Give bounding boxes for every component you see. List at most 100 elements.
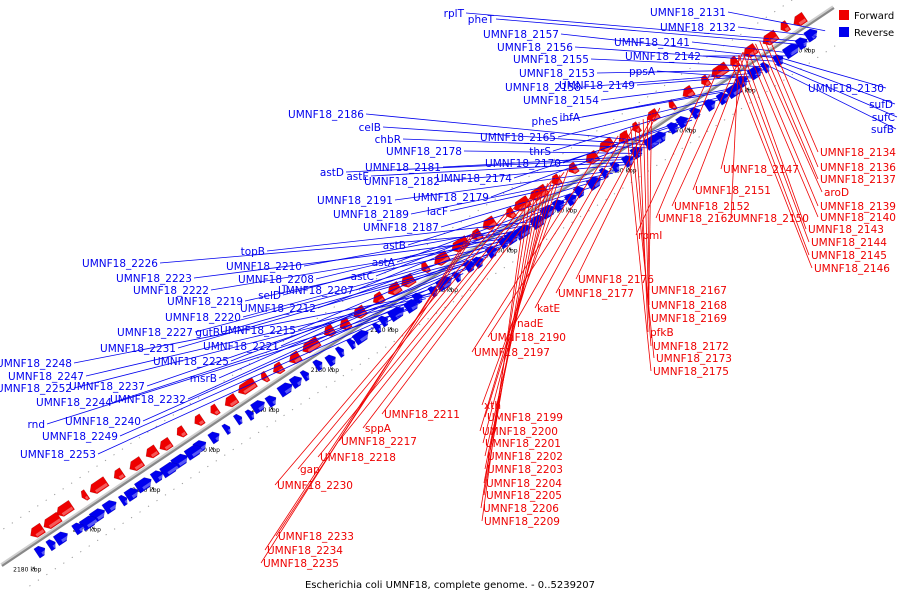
leader-line [581,86,743,118]
ruler-tick [508,247,512,252]
leader-line [775,63,898,118]
gene-label: UMNF18_2191 [317,195,393,207]
gene-label: astD [320,167,344,179]
gene-label: UMNF18_2140 [820,212,896,224]
leader-line [490,125,684,198]
leader-line [763,38,819,168]
leader-line [557,94,730,138]
gene-label: UMNF18_2177 [558,288,634,300]
gene-label: UMNF18_2190 [490,332,566,344]
leader-line [365,113,659,143]
gene-arrow-UMNF18_2233 [56,499,75,517]
leader-line [480,194,532,509]
gene-label: UMNF18_2203 [487,464,563,476]
leader-line [656,70,755,79]
gene-label: sufC [872,112,895,124]
leader-line [264,233,473,551]
ruler-label: 2140 kbp [251,407,279,414]
ruler-label: 2150 kbp [192,447,220,454]
ruler-label: 2180 kbp [13,567,41,574]
gene-label: UMNF18_2208 [238,274,314,286]
strand-legend: Forward Reverse [839,10,894,39]
gene-label: UMNF18_2147 [723,164,799,176]
leader-line [648,113,652,291]
gene-label: UMNF18_2175 [653,366,729,378]
gene-label: UMNF18_2244 [36,397,112,409]
gene-arrow-UMNF18_2209 [80,489,91,501]
leader-line [146,281,451,387]
gene-arrow-UMNF18_2235 [30,522,47,538]
gene-arrow-UMNF18_2204 [129,456,146,472]
gene-label: UMNF18_2209 [484,516,560,528]
ruler-tick [211,447,214,451]
gene-arrow-UMNF18_2234 [43,511,63,530]
gene-arrow-sufC [45,539,58,552]
gene-label: UMNF18_2176 [578,274,654,286]
gene-arrow-UMNF18_2231 [232,413,244,426]
leader-line [487,135,619,338]
gene-label: UMNF18_2210 [226,261,302,273]
gene-label: UMNF18_2130 [808,83,884,95]
leader-line [575,107,661,280]
gene-arrow-UMNF18_2206 [89,476,110,494]
gene-arrow-pheT [794,37,809,51]
leader-line [275,230,478,537]
ruler-tick [806,47,810,52]
gene-label: UMNF18_2197 [474,347,550,359]
gene-label: UMNF18_2247 [8,371,84,383]
leader-line [483,188,540,484]
leader-line [440,178,605,228]
gene-arrow-UMNF18_2247 [183,444,203,461]
leader-line [370,161,630,177]
ruler-label: 2070 kbp [668,128,696,135]
gene-label: UMNF18_2234 [267,545,343,557]
leader-line [244,242,510,302]
gene-label: UMNF18_2174 [436,173,512,185]
gene-labels: rplT pheT UMNF18_2131 UMNF18_2132 UMNF18_215… [0,7,898,570]
gene-label: UMNF18_2150 [733,213,809,225]
gene-label: UMNF18_2186 [288,109,364,121]
gene-label: UMNF18_2149 [559,80,635,92]
gene-label: msrB [190,373,217,385]
leader-line [671,52,744,207]
legend-swatch-reverse [839,27,849,37]
leader-line [738,54,810,243]
gene-arrow-UMNF18_2131 [781,43,801,60]
gene-arrow-sufB [33,545,47,559]
gene-label: pheS [532,116,559,128]
leader-line [783,58,887,89]
gene-label: UMNF18_2139 [820,201,896,213]
leader-line [73,292,435,364]
leader-line [73,298,426,389]
leader-line [596,69,767,74]
gene-arrow-UMNF18_2220 [276,382,294,398]
leader-line [737,26,817,37]
leader-line [260,236,469,564]
leader-line [767,35,819,153]
leader-line [750,46,819,207]
gene-label: rplT [444,8,465,20]
gene-label: UMNF18_2199 [487,412,563,424]
gene-label: UMNF18_2230 [277,480,353,492]
leader-line [534,124,636,309]
leader-line [638,121,649,333]
leader-line [759,40,819,180]
gene-arrow-UMNF18_2253 [78,515,98,532]
gene-label: UMNF18_2253 [20,449,96,461]
gene-label: chbR [375,134,401,146]
gene-label: UMNF18_2132 [660,22,736,34]
leader-line [297,202,519,470]
gene-label: UMNF18_2207 [278,285,354,297]
gene-label: pfkB [650,327,674,339]
gene-label: UMNF18_2178 [386,146,462,158]
gene-arrow-UMNF18_2219 [299,370,311,382]
gene-label: UMNF18_2231 [100,343,176,355]
gene-label: UMNF18_2227 [117,327,193,339]
gene-label: UMNF18_2153 [519,68,595,80]
gene-arrow-astC [346,338,357,350]
ruler-label: 2130 kbp [311,367,339,374]
leader-line [630,127,655,359]
leader-line [441,164,626,182]
leader-line [755,43,823,193]
gene-arrow-UMNF18_2230 [145,444,160,459]
